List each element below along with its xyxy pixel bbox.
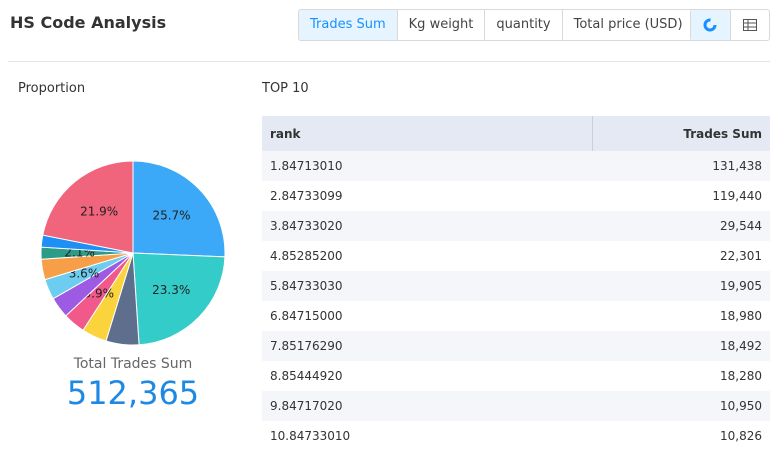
trades-sum-cell: 131,438 bbox=[592, 151, 770, 181]
section-title: Proportion bbox=[18, 81, 86, 96]
pie-icon bbox=[703, 18, 717, 32]
trades-sum-cell: 18,492 bbox=[592, 331, 770, 361]
metric-tab[interactable]: Total price (USD) bbox=[561, 10, 694, 40]
metric-tabs: Trades Sum Kg weight quantity Total price (… bbox=[298, 9, 695, 41]
table-row: 4.85285200 22,301 bbox=[262, 241, 770, 271]
slice-label: 21.9% bbox=[80, 204, 118, 218]
table-row: 2.84733099 119,440 bbox=[262, 181, 770, 211]
trades-sum-cell: 18,980 bbox=[720, 309, 762, 323]
section-title: TOP 10 bbox=[262, 81, 309, 96]
trades-sum-cell: 29,544 bbox=[592, 211, 770, 241]
total-value: 512,365 bbox=[66, 374, 200, 412]
rank-cell: 8.85444920 bbox=[270, 369, 343, 383]
slice-label: 23.3% bbox=[152, 283, 190, 297]
rank-cell: 6.84715000 bbox=[270, 309, 343, 323]
table-icon bbox=[742, 19, 757, 31]
trades-sum-cell: 22,301 bbox=[720, 249, 762, 263]
slice-label: 25.7% bbox=[152, 209, 190, 223]
divider bbox=[8, 61, 770, 62]
rank-cell: 10.84733010 bbox=[270, 429, 351, 443]
trades-sum-cell: 10,826 bbox=[720, 429, 762, 443]
pie-slice bbox=[42, 160, 134, 254]
metric-tab[interactable]: Trades Sum bbox=[299, 10, 397, 40]
rank-cell: 2.84733099 bbox=[270, 189, 343, 203]
page-title: HS Code Analysis bbox=[10, 13, 167, 32]
trades-sum-cell: 119,440 bbox=[712, 189, 762, 203]
metric-tab[interactable]: quantity bbox=[484, 10, 561, 40]
top10-table: rank Trades Sum 1.84713010 131,438 2.8473309… bbox=[262, 116, 770, 451]
pie-slice bbox=[132, 252, 226, 346]
table-row: 5.84733030 19,905 bbox=[262, 271, 770, 301]
trades-sum-cell: 10,950 bbox=[592, 391, 770, 421]
table-view-button[interactable] bbox=[731, 10, 770, 40]
trades-sum-cell: 18,280 bbox=[720, 369, 762, 383]
pie-chart: 25.7%23.3%3.9%3.6%2.1%21.9% bbox=[40, 160, 226, 346]
rank-cell: 5.84733030 bbox=[262, 271, 593, 301]
table-row: 7.85176290 18,492 bbox=[262, 331, 770, 361]
rank-cell: 7.85176290 bbox=[262, 331, 593, 361]
pie-slice bbox=[132, 160, 226, 258]
table-row: 9.84717020 10,950 bbox=[262, 391, 770, 421]
table-row: 6.84715000 18,980 bbox=[262, 301, 770, 331]
trades-sum-cell: 19,905 bbox=[592, 271, 770, 301]
rank-cell: 3.84733020 bbox=[262, 211, 593, 241]
table-row: 10.84733010 10,826 bbox=[262, 421, 770, 451]
rank-cell: 1.84713010 bbox=[262, 151, 593, 181]
metric-tab[interactable]: Kg weight bbox=[396, 10, 485, 40]
view-toggle bbox=[690, 9, 770, 41]
total-label: Total Trades Sum bbox=[73, 356, 193, 372]
table-row: 8.85444920 18,280 bbox=[262, 361, 770, 391]
table-row: 1.84713010 131,438 bbox=[262, 151, 770, 181]
rank-cell: 4.85285200 bbox=[270, 249, 343, 263]
column-header: rank bbox=[262, 116, 593, 151]
table-header: rank Trades Sum bbox=[262, 116, 770, 151]
column-header: Trades Sum bbox=[592, 116, 770, 151]
table-row: 3.84733020 29,544 bbox=[262, 211, 770, 241]
rank-cell: 9.84717020 bbox=[262, 391, 593, 421]
pie-view-button[interactable] bbox=[691, 10, 731, 40]
